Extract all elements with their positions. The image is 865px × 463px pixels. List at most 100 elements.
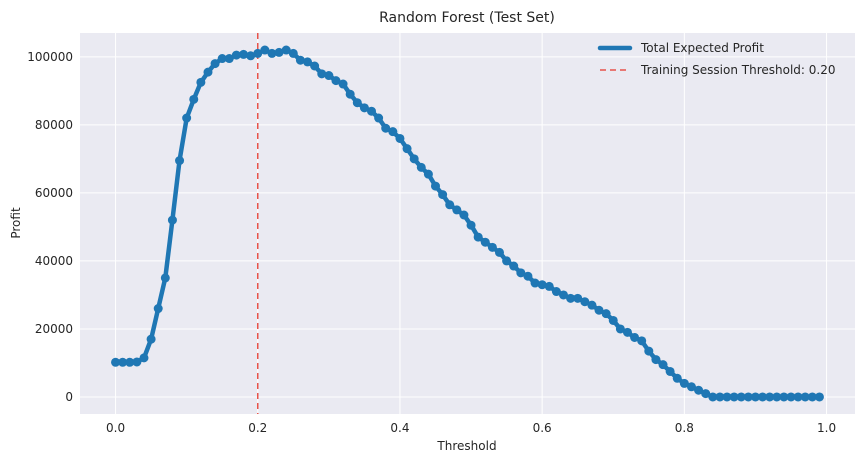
data-point — [630, 332, 640, 342]
data-point — [438, 190, 448, 200]
data-point — [758, 392, 768, 402]
x-axis-label: Threshold — [436, 439, 496, 453]
data-point — [786, 392, 796, 402]
data-point — [743, 392, 753, 402]
data-point — [686, 382, 696, 392]
data-point — [281, 45, 291, 55]
data-point — [345, 89, 355, 99]
data-point — [381, 123, 391, 133]
data-point — [217, 54, 227, 64]
data-point — [772, 392, 782, 402]
data-point — [125, 357, 135, 367]
y-tick-labels: 0 20000 40000 60000 80000 100000 — [27, 50, 73, 404]
data-point — [722, 392, 732, 402]
data-point — [196, 77, 206, 87]
data-point — [324, 71, 334, 81]
chart-title: Random Forest (Test Set) — [379, 10, 555, 26]
data-point — [189, 94, 199, 104]
y-tick-label: 100000 — [27, 50, 73, 64]
data-point — [694, 385, 704, 395]
data-point — [793, 392, 803, 402]
data-point — [203, 67, 213, 77]
data-point — [395, 133, 405, 143]
data-point — [409, 154, 419, 164]
data-point — [601, 309, 611, 319]
data-point — [644, 346, 654, 356]
data-point — [665, 366, 675, 376]
data-point — [466, 220, 476, 230]
data-point — [253, 48, 263, 58]
legend: Total Expected Profit Training Session T… — [597, 41, 835, 77]
x-tick-label: 0.4 — [390, 421, 409, 435]
y-tick-label: 60000 — [35, 186, 73, 200]
y-tick-label: 0 — [65, 390, 73, 404]
data-point — [502, 256, 512, 266]
data-point — [544, 281, 554, 291]
data-point — [288, 48, 298, 58]
data-point — [267, 48, 277, 58]
data-point — [715, 392, 725, 402]
data-point — [558, 290, 568, 300]
data-point — [658, 360, 668, 370]
data-point — [452, 205, 462, 215]
data-point — [573, 293, 583, 303]
data-point — [530, 278, 540, 288]
data-point — [637, 336, 647, 346]
data-point — [587, 300, 597, 310]
data-point — [800, 392, 810, 402]
data-point — [182, 113, 192, 123]
data-point — [317, 69, 327, 79]
data-point — [814, 392, 824, 402]
data-point — [487, 242, 497, 252]
data-point — [729, 392, 739, 402]
legend-threshold-label: Training Session Threshold: 0.20 — [640, 63, 835, 77]
data-point — [160, 273, 170, 283]
data-point — [672, 373, 682, 383]
x-tick-label: 0.8 — [675, 421, 694, 435]
x-tick-label: 0.6 — [533, 421, 552, 435]
data-point — [274, 47, 284, 57]
data-point — [651, 355, 661, 365]
data-point — [423, 169, 433, 179]
x-tick-label: 0.0 — [106, 421, 125, 435]
data-point — [231, 50, 241, 60]
data-point — [175, 156, 185, 166]
data-point — [622, 327, 632, 337]
data-point — [580, 297, 590, 307]
data-point — [551, 287, 561, 297]
data-point — [210, 59, 220, 69]
data-point — [246, 51, 256, 61]
x-tick-labels: 0.0 0.2 0.4 0.6 0.8 1.0 — [106, 421, 836, 435]
data-point — [608, 315, 618, 325]
data-point — [594, 305, 604, 315]
data-point — [459, 210, 469, 220]
data-point — [480, 237, 490, 247]
data-point — [310, 61, 320, 71]
y-tick-label: 80000 — [35, 118, 73, 132]
data-point — [153, 304, 163, 314]
x-tick-label: 1.0 — [817, 421, 836, 435]
data-point — [537, 280, 547, 290]
data-point — [352, 98, 362, 108]
data-point — [736, 392, 746, 402]
data-point — [367, 106, 377, 116]
data-point — [473, 232, 483, 242]
data-point — [167, 215, 177, 225]
data-point — [494, 247, 504, 257]
y-tick-label: 20000 — [35, 322, 73, 336]
data-point — [431, 181, 441, 191]
data-point — [445, 200, 455, 210]
series-points — [111, 45, 824, 402]
data-point — [416, 162, 426, 172]
data-point — [708, 392, 718, 402]
data-point — [566, 293, 576, 303]
data-point — [509, 261, 519, 271]
legend-series-label: Total Expected Profit — [640, 41, 764, 55]
data-point — [765, 392, 775, 402]
data-point — [303, 57, 313, 67]
data-point — [111, 357, 121, 367]
data-point — [239, 49, 249, 59]
data-point — [615, 324, 625, 334]
